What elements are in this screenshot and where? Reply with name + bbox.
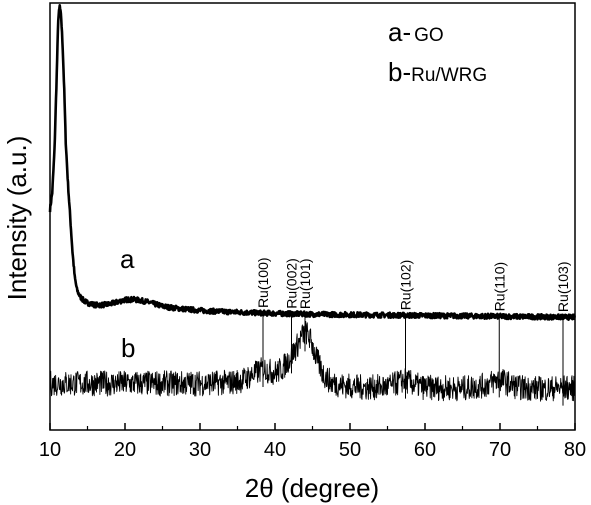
x-tick-label: 70 [489, 439, 511, 461]
ref-line-label: Ru(110) [491, 262, 507, 312]
ref-line-label: Ru(100) [255, 257, 271, 308]
legend-key-b: b- [388, 57, 411, 87]
x-tick-label: 20 [114, 439, 136, 461]
ref-line-label: Ru(002) [284, 258, 300, 309]
legend-key-a: a- [388, 17, 411, 47]
legend-entry-b: b-Ru/WRG [388, 57, 487, 87]
ref-line-label: Ru(101) [297, 258, 313, 309]
x-tick-label: 40 [264, 439, 286, 461]
plot-area: Ru(100) Ru(002)Ru(101) Ru(102) Ru(110) Ru(10… [48, 3, 576, 406]
series-b-line [49, 321, 576, 402]
x-tick-label: 30 [189, 439, 211, 461]
legend-entry-a: a- GO [388, 17, 444, 47]
legend: a- GO b-Ru/WRG [388, 17, 487, 87]
ref-line-label: Ru(102) [398, 260, 414, 311]
axes-layer: 10 20 30 40 50 60 70 80 [39, 423, 586, 461]
ref-line-label: Ru(103) [555, 261, 571, 312]
legend-text-a: GO [414, 25, 444, 46]
x-tick-label: 60 [414, 439, 436, 461]
plot-frame [49, 2, 576, 431]
series-a-label: a [120, 244, 135, 274]
x-tick-label: 80 [564, 439, 586, 461]
x-tick-label: 50 [339, 439, 361, 461]
series-b-label: b [121, 333, 135, 363]
y-axis-title: Intensity (a.u.) [2, 136, 32, 301]
x-axis-title: 2θ (degree) [245, 473, 379, 503]
legend-text-b: Ru/WRG [411, 65, 487, 86]
x-tick-label: 10 [39, 439, 61, 461]
series-a-line [48, 3, 576, 321]
